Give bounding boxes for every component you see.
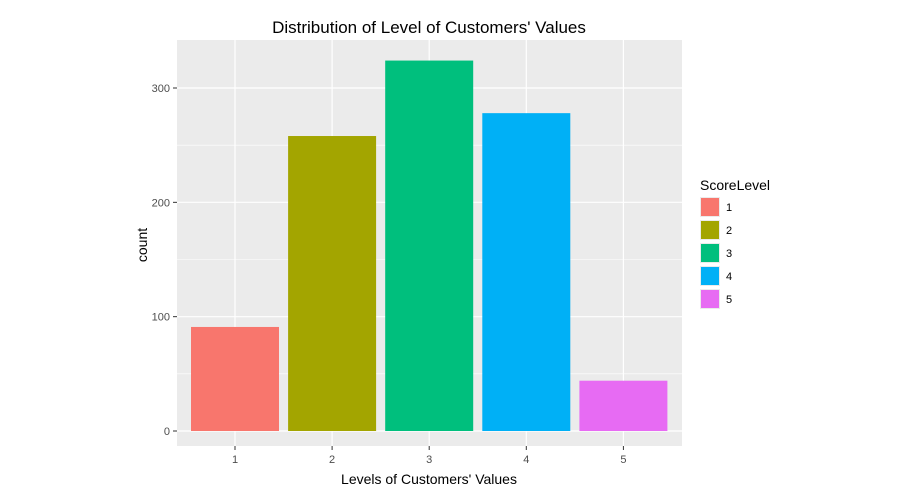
x-tick-label: 4 — [523, 454, 529, 466]
x-axis-title: Levels of Customers' Values — [341, 471, 517, 487]
x-tick-label: 1 — [232, 454, 238, 466]
legend: ScoreLevel 1 2 3 4 5 — [700, 177, 770, 309]
legend-title: ScoreLevel — [700, 177, 770, 193]
bar-1 — [191, 326, 279, 431]
x-tick-label: 3 — [426, 454, 432, 466]
x-axis: 1 2 3 4 5 — [232, 446, 626, 466]
y-tick-label: 300 — [152, 83, 170, 95]
legend-label-3: 3 — [726, 248, 732, 260]
legend-label-2: 2 — [726, 225, 732, 237]
bar-3 — [385, 60, 474, 432]
x-tick-label: 2 — [329, 454, 335, 466]
y-axis: 0 100 200 300 — [152, 83, 177, 438]
legend-label-4: 4 — [726, 271, 732, 283]
chart-title: Distribution of Level of Customers' Valu… — [272, 18, 586, 37]
legend-swatch-5 — [701, 290, 719, 308]
y-tick-label: 100 — [152, 312, 170, 324]
legend-swatch-1 — [701, 198, 719, 216]
bars — [191, 60, 668, 432]
legend-label-1: 1 — [726, 202, 732, 214]
legend-swatch-3 — [701, 244, 719, 262]
y-tick-label: 200 — [152, 197, 170, 209]
y-axis-title: count — [134, 228, 150, 262]
bar-2 — [288, 136, 377, 431]
bar-4 — [482, 113, 571, 432]
y-tick-label: 0 — [164, 426, 170, 438]
legend-label-5: 5 — [726, 294, 732, 306]
legend-swatch-4 — [701, 267, 719, 285]
legend-swatch-2 — [701, 221, 719, 239]
bar-5 — [579, 380, 668, 431]
x-tick-label: 5 — [620, 454, 626, 466]
